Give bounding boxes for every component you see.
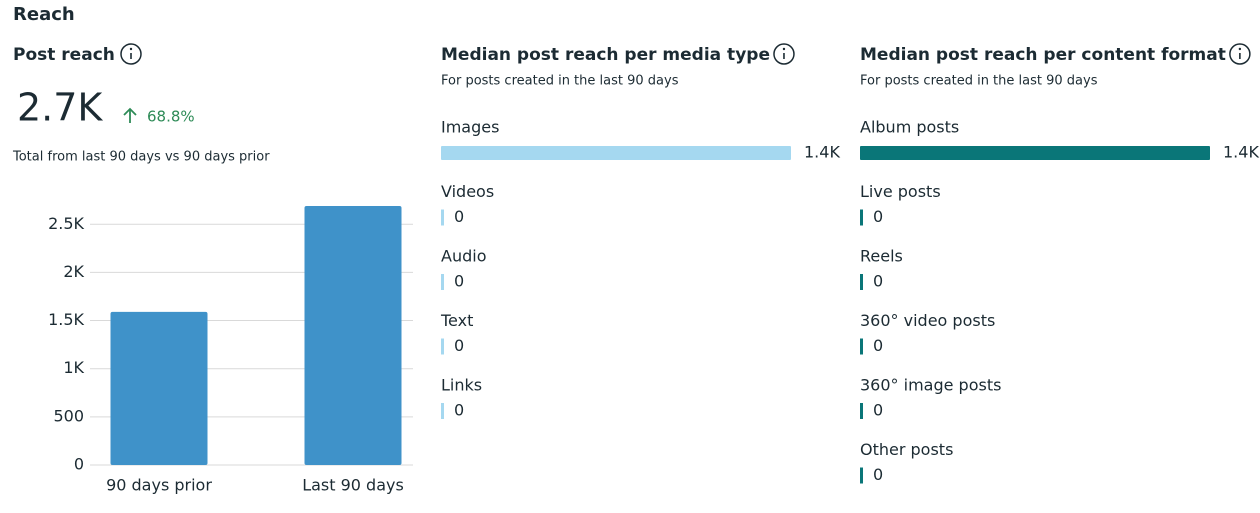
info-icon[interactable] [120,43,142,65]
x-tick-label: 90 days prior [106,476,212,495]
icon-dot [1238,47,1242,51]
info-icon[interactable] [1229,43,1251,65]
chart-title: Median post reach per content format [860,45,1226,65]
icon-ring [773,43,795,65]
bar [304,205,402,466]
chart-subtitle: Total from last 90 days vs 90 days prior [12,150,270,165]
bar [441,274,444,290]
category-label: Live posts [860,182,941,201]
chart-title: Median post reach per media type [441,45,770,65]
value-label: 0 [873,207,883,226]
y-tick-label: 2K [63,262,84,281]
bar [441,209,444,226]
bar [860,338,863,355]
bar [860,209,863,226]
chart-subtitle: For posts created in the last 90 days [860,74,1098,89]
category-label: Album posts [860,118,959,137]
value-label: 0 [873,272,883,291]
total-value: 2.7K [17,86,103,130]
y-tick-label: 500 [53,406,84,425]
y-tick-label: 1K [63,358,84,377]
chart-title: Post reach [13,45,115,65]
bar [441,338,444,355]
chart-subtitle: For posts created in the last 90 days [441,74,679,89]
bar [860,403,863,419]
category-label: Text [440,311,473,330]
bar [441,403,444,419]
info-icon[interactable] [773,43,795,65]
y-tick-label: 0 [74,455,84,474]
bar [860,274,863,290]
category-label: Links [441,376,482,395]
category-label: Videos [441,182,494,201]
value-label: 1.4K [1223,143,1259,162]
x-tick-label: Last 90 days [302,476,404,495]
value-label: 0 [873,465,883,484]
category-label: Other posts [860,440,953,459]
category-label: Images [441,118,499,137]
change-value: 68.8% [147,108,195,126]
value-label: 0 [873,336,883,355]
bar [860,467,863,484]
section-title: Reach [13,4,75,25]
up-arrow [123,107,137,123]
value-label: 0 [454,207,464,226]
y-tick-label: 1.5K [48,310,84,329]
bar [441,146,791,160]
bar [110,311,208,465]
value-label: 1.4K [804,143,840,162]
value-label: 0 [873,401,883,420]
value-label: 0 [454,336,464,355]
value-label: 0 [454,272,464,291]
icon-dot [782,47,786,51]
icon-ring [1229,43,1251,65]
y-tick-label: 2.5K [48,214,84,233]
value-label: 0 [454,401,464,420]
category-label: Audio [441,247,486,266]
category-label: 360° video posts [860,311,995,330]
category-label: 360° image posts [860,376,1001,395]
bar [860,146,1210,160]
category-label: Reels [860,247,903,266]
